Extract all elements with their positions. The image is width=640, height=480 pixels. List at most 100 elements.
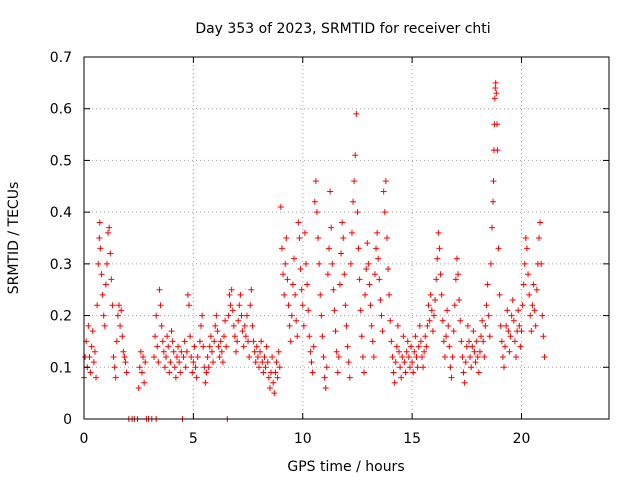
y-tick-label: 0.1 xyxy=(50,360,72,376)
data-point-marker xyxy=(439,317,446,324)
x-tick-label: 5 xyxy=(189,431,198,447)
data-point-marker xyxy=(446,343,453,350)
data-point-marker xyxy=(264,359,271,366)
data-point-marker xyxy=(260,369,267,376)
data-point-marker xyxy=(152,333,159,340)
data-point-marker xyxy=(275,348,282,355)
data-point-marker xyxy=(502,343,509,350)
axis-ticks: 0 5 10 15 20 0 0.1 0.2 0.3 0.4 0.5 0.6 0.7 xyxy=(50,50,609,447)
data-point-marker xyxy=(249,322,256,329)
data-point-marker xyxy=(379,328,386,335)
data-point-marker xyxy=(296,235,303,241)
data-point-marker xyxy=(97,245,104,252)
data-point-marker xyxy=(168,328,175,335)
data-point-marker xyxy=(383,235,390,241)
data-point-marker xyxy=(539,312,546,319)
data-point-marker xyxy=(305,307,312,314)
x-tick-label: 15 xyxy=(403,431,421,447)
data-point-marker xyxy=(286,322,293,329)
data-point-marker xyxy=(155,359,162,366)
data-point-marker xyxy=(212,322,219,329)
data-point-marker xyxy=(450,328,457,335)
data-point-marker xyxy=(532,322,539,329)
data-point-marker xyxy=(401,359,408,366)
data-point-marker xyxy=(399,353,406,360)
data-point-marker xyxy=(416,322,423,329)
data-point-marker xyxy=(280,271,287,278)
data-point-marker xyxy=(270,379,277,386)
data-point-marker xyxy=(106,224,113,231)
data-point-marker xyxy=(541,353,548,360)
data-point-marker xyxy=(498,338,505,345)
chart-title: Day 353 of 2023, SRMTID for receiver cht… xyxy=(195,21,490,37)
data-point-marker xyxy=(252,359,259,366)
data-point-marker xyxy=(237,291,244,298)
data-point-marker xyxy=(404,338,411,345)
data-point-marker xyxy=(89,328,96,335)
data-point-marker xyxy=(462,359,469,366)
data-point-marker xyxy=(113,338,120,345)
data-point-marker xyxy=(431,312,437,319)
data-point-marker xyxy=(301,229,308,236)
data-point-marker xyxy=(226,291,233,298)
data-point-marker xyxy=(171,364,178,371)
data-point-marker xyxy=(531,307,538,314)
data-point-marker xyxy=(283,235,290,241)
data-point-marker xyxy=(406,364,413,371)
data-point-marker xyxy=(444,307,451,314)
data-point-marker xyxy=(408,343,415,350)
data-point-marker xyxy=(427,291,434,298)
data-point-marker xyxy=(341,271,348,278)
data-point-marker xyxy=(181,338,188,345)
data-point-marker xyxy=(200,343,207,350)
data-point-marker xyxy=(186,302,192,309)
data-point-marker xyxy=(253,343,260,350)
data-point-marker xyxy=(358,333,365,340)
data-point-marker xyxy=(447,364,454,371)
data-point-marker xyxy=(536,235,542,241)
data-point-marker xyxy=(344,343,351,350)
data-point-marker xyxy=(324,271,331,278)
data-point-marker xyxy=(436,245,443,252)
data-point-marker xyxy=(515,307,522,314)
data-point-marker xyxy=(392,359,399,366)
y-axis-label: SRMTID / TECUs xyxy=(6,182,22,295)
data-point-marker xyxy=(105,229,112,236)
data-point-marker xyxy=(423,343,430,350)
data-point-marker xyxy=(303,260,310,267)
data-point-marker xyxy=(292,291,299,298)
data-point-marker xyxy=(316,260,323,267)
data-point-marker xyxy=(187,333,194,340)
data-point-marker xyxy=(443,333,450,340)
data-point-marker xyxy=(527,312,534,319)
data-point-marker xyxy=(312,178,319,185)
data-point-marker xyxy=(87,369,94,376)
data-point-marker xyxy=(506,348,513,355)
data-point-marker xyxy=(413,353,420,360)
data-point-marker xyxy=(403,348,410,355)
data-point-marker xyxy=(340,235,347,241)
data-point-marker xyxy=(380,188,387,195)
data-point-marker xyxy=(516,322,523,329)
data-point-marker xyxy=(521,260,528,267)
data-point-marker xyxy=(91,348,98,355)
data-point-marker xyxy=(468,364,475,371)
data-point-marker xyxy=(471,348,478,355)
data-point-marker xyxy=(190,359,197,366)
data-point-marker xyxy=(438,291,445,298)
x-tick-label: 20 xyxy=(513,431,531,447)
data-point-marker xyxy=(95,260,102,267)
data-point-marker xyxy=(520,281,527,288)
data-point-marker xyxy=(363,266,370,273)
data-point-marker xyxy=(266,384,273,391)
data-point-marker xyxy=(176,359,183,366)
data-point-marker xyxy=(136,364,143,371)
data-point-marker xyxy=(382,178,389,185)
data-point-marker xyxy=(119,333,126,340)
data-point-marker xyxy=(256,364,262,371)
data-point-marker xyxy=(429,328,436,335)
data-point-marker xyxy=(332,328,339,335)
data-point-marker xyxy=(217,338,224,345)
data-point-marker xyxy=(170,348,177,355)
